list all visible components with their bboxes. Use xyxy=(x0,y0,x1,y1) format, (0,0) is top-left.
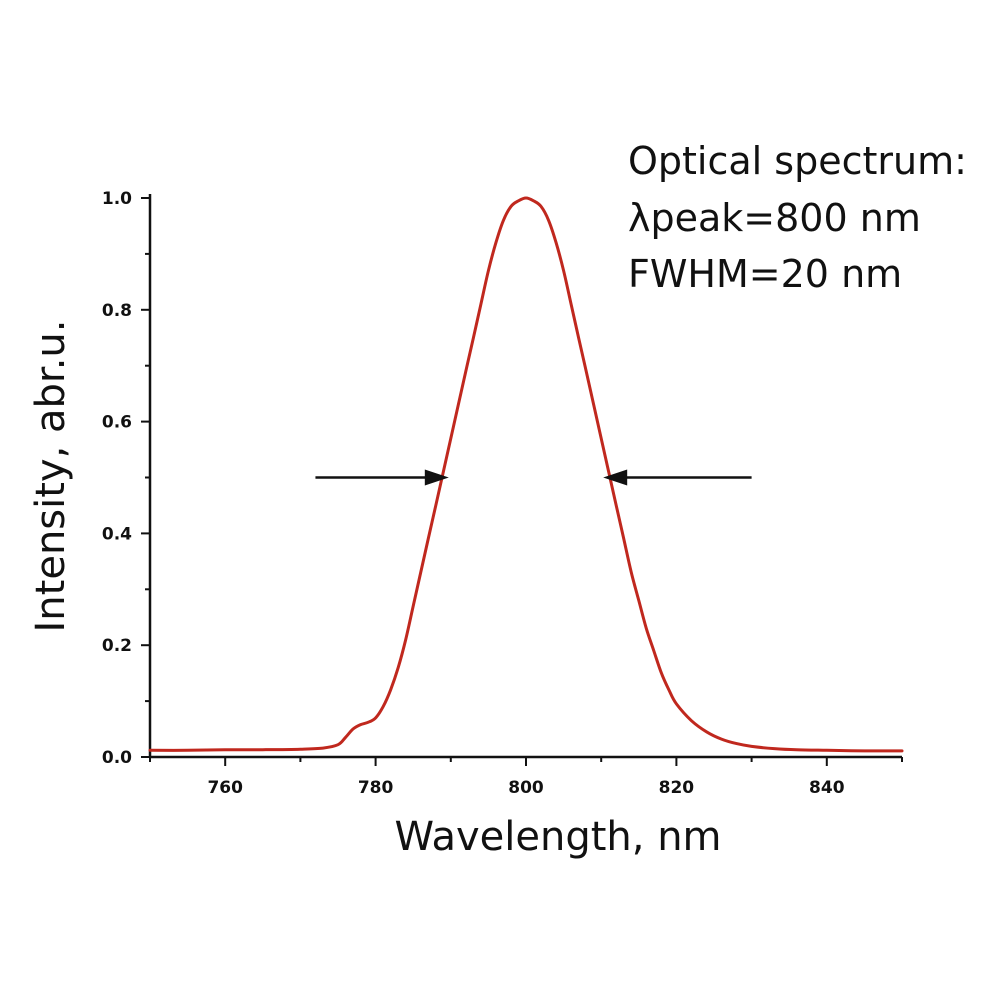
ticks: 760 780 800 820 840 0.0 0.2 0.4 0.6 0.8 1.0 xyxy=(102,189,903,798)
y-tick-label: 0.2 xyxy=(102,636,132,656)
annotation-line-peak: λpeak=800 nm xyxy=(628,196,921,240)
fwhm-arrow-left-head xyxy=(424,469,449,486)
x-tick-label: 780 xyxy=(358,778,394,798)
y-tick-label: 1.0 xyxy=(102,189,132,209)
y-axis-title: Intensity, abr.u. xyxy=(28,320,74,633)
x-tick-label: 820 xyxy=(659,778,695,798)
x-tick-label: 800 xyxy=(508,778,544,798)
y-tick-label: 0.8 xyxy=(102,301,132,321)
series-layer xyxy=(148,196,904,753)
series-line-spectrum xyxy=(148,196,904,753)
x-axis-title: Wavelength, nm xyxy=(394,814,721,860)
y-tick-label: 0.4 xyxy=(102,524,132,544)
annotation-line-title: Optical spectrum: xyxy=(628,139,967,183)
x-tick-label: 840 xyxy=(809,778,845,798)
fwhm-arrows xyxy=(315,469,752,486)
y-tick-label: 0.0 xyxy=(102,748,132,768)
x-tick-label: 760 xyxy=(207,778,243,798)
fwhm-arrow-right-head xyxy=(603,469,628,486)
y-tick-label: 0.6 xyxy=(102,413,132,433)
annotation-line-fwhm: FWHM=20 nm xyxy=(628,252,902,296)
